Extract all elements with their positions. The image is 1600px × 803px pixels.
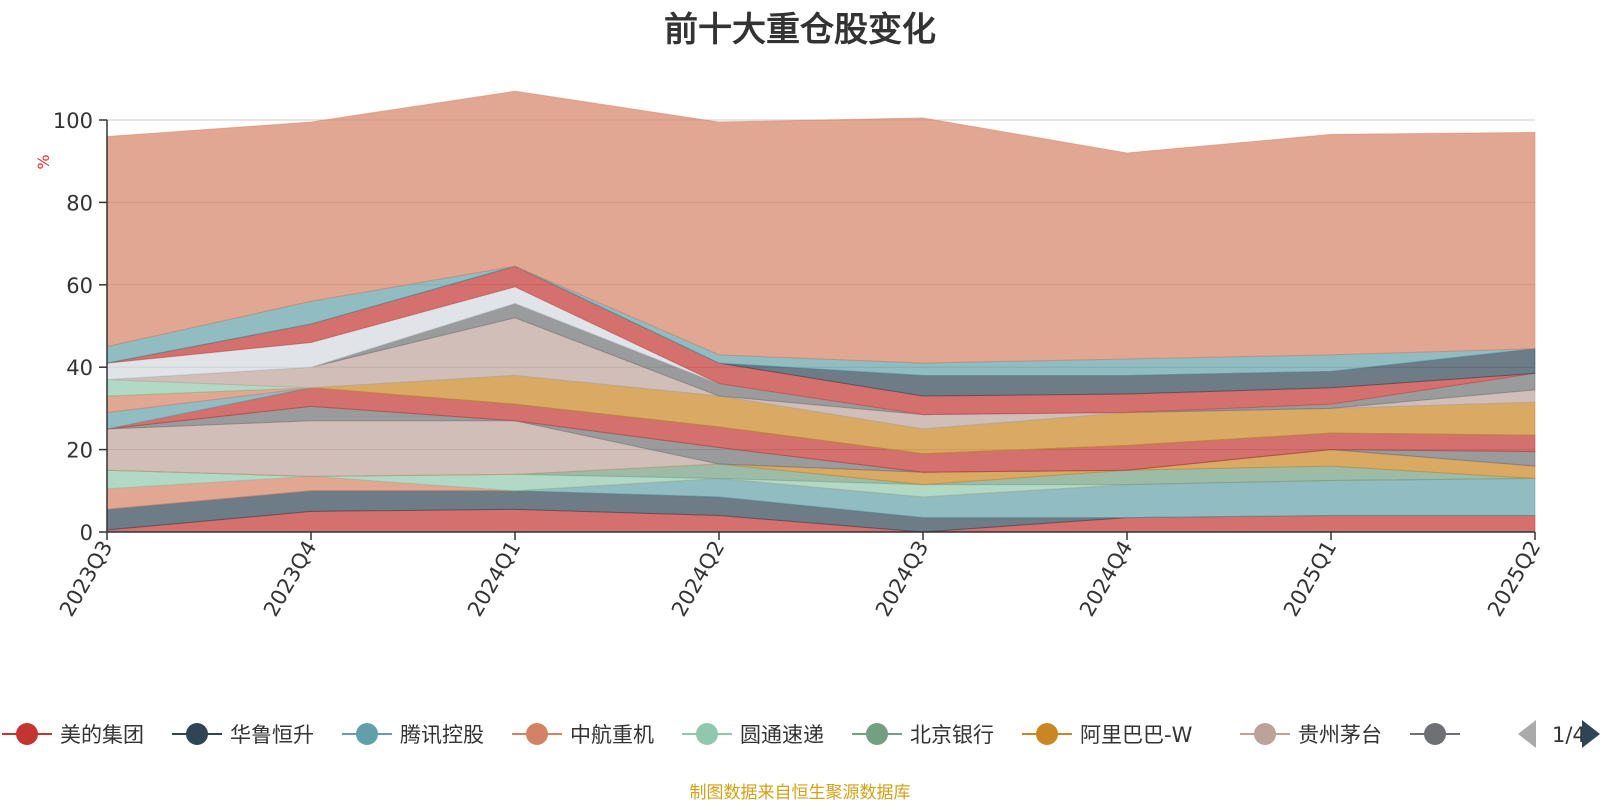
legend-marker <box>1036 723 1058 745</box>
area-series-20 <box>106 90 1536 364</box>
legend: 美的集团 华鲁恒升 腾讯控股 中航重机 圆通速递 北京银行 阿里巴巴-W 贵州茅台 <box>2 716 1500 752</box>
x-tick-label-2025Q2: 2025Q2 <box>1483 537 1545 621</box>
y-tick-label-0: 0 <box>80 521 93 545</box>
legend-label: 圆通速递 <box>740 723 824 747</box>
x-tick-label-2024Q1: 2024Q1 <box>463 537 525 621</box>
y-tick-label-40: 40 <box>66 356 93 380</box>
legend-item-0[interactable]: 美的集团 <box>2 723 144 747</box>
legend-page-indicator: 1/4 <box>1552 723 1586 747</box>
legend-item-3[interactable]: 中航重机 <box>512 723 654 747</box>
legend-label: 华鲁恒升 <box>230 723 314 747</box>
x-tick-label-2024Q3: 2024Q3 <box>871 537 933 621</box>
legend-marker <box>186 723 208 745</box>
legend-marker <box>1254 723 1276 745</box>
y-tick-label-20: 20 <box>66 439 93 463</box>
y-tick-label-80: 80 <box>66 191 93 215</box>
legend-next-arrow-icon[interactable] <box>1582 720 1600 748</box>
area-series-group <box>106 90 1536 533</box>
legend-label: 阿里巴巴-W <box>1080 723 1193 747</box>
legend-item-4[interactable]: 圆通速递 <box>682 723 824 747</box>
legend-label: 腾讯控股 <box>400 723 484 747</box>
x-tick-label-2025Q1: 2025Q1 <box>1279 537 1341 621</box>
x-tick-label-2024Q4: 2024Q4 <box>1075 537 1137 621</box>
legend-item-5[interactable]: 北京银行 <box>852 723 994 747</box>
chart-title: 前十大重仓股变化 <box>664 10 936 50</box>
legend-marker <box>356 723 378 745</box>
legend-prev-arrow-icon[interactable] <box>1518 720 1536 748</box>
legend-item-7[interactable]: 贵州茅台 <box>1240 723 1382 747</box>
x-tick-label-2023Q3: 2023Q3 <box>55 537 117 621</box>
y-tick-label-60: 60 <box>66 274 93 298</box>
legend-label: 北京银行 <box>910 723 994 747</box>
legend-item-1[interactable]: 华鲁恒升 <box>172 723 314 747</box>
y-tick-label-100: 100 <box>53 109 93 133</box>
legend-marker <box>1424 723 1446 745</box>
legend-marker <box>696 723 718 745</box>
x-tick-label-2023Q4: 2023Q4 <box>259 537 321 621</box>
legend-label: 美的集团 <box>60 723 144 747</box>
x-tick-label-2024Q2: 2024Q2 <box>667 537 729 621</box>
legend-marker <box>16 723 38 745</box>
legend-marker <box>866 723 888 745</box>
legend-item-8[interactable] <box>1410 723 1460 745</box>
legend-marker <box>526 723 548 745</box>
legend-label: 中航重机 <box>570 723 654 747</box>
legend-label: 贵州茅台 <box>1298 723 1382 747</box>
legend-item-6[interactable]: 阿里巴巴-W <box>1022 723 1193 747</box>
legend-clip <box>1480 716 1500 752</box>
legend-item-2[interactable]: 腾讯控股 <box>342 723 484 747</box>
source-note: 制图数据来自恒生聚源数据库 <box>689 783 911 803</box>
y-axis-label: % <box>34 154 53 169</box>
